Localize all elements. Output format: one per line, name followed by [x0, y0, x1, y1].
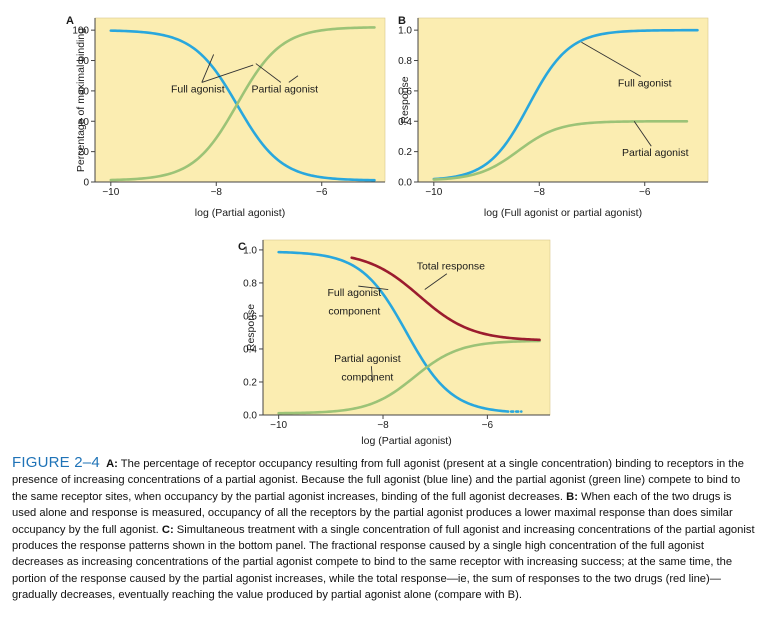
panel-c-x-tick-label: −8	[377, 420, 389, 431]
caption-label-c: C:	[161, 523, 174, 536]
panel-a-y-tick-label: 60	[78, 86, 90, 97]
panel-c-component-annotation: component	[328, 305, 380, 317]
panel-c-full-agonist-annotation: Full agonist	[327, 287, 381, 299]
panel-a-x-tick-label: −10	[102, 187, 119, 198]
panel-c-y-tick-label: 0.8	[243, 278, 257, 289]
panel-b-y-axis-label: Response	[399, 76, 411, 123]
panel-c-letter: C	[238, 241, 246, 253]
panel-b-y-tick-label: 0.2	[398, 147, 412, 158]
caption-label-b: B:	[566, 490, 578, 503]
panel-c-partial-agonist-annotation: Partial agonist	[334, 353, 401, 365]
panel-b-y-tick-label: 0.6	[398, 86, 412, 97]
panel-c-leader-line	[424, 273, 448, 290]
panel-c-partial-agonist-component-curve	[277, 339, 541, 415]
panel-c-y-tick-label: 0.2	[243, 377, 257, 388]
panel-b-y-tick-label: 0.8	[398, 56, 412, 67]
panel-b-x-tick-label: −10	[425, 187, 442, 198]
panel-c-total-response-annotation: Total response	[417, 261, 485, 273]
caption-text-a: The percentage of receptor occupancy res…	[12, 458, 744, 503]
panel-a-leader-line	[288, 75, 299, 83]
panel-a-leader-line	[201, 54, 215, 83]
panel-b-partial-agonist-curve	[432, 119, 689, 181]
panel-a-x-tick-label: −8	[211, 187, 223, 198]
panel-a-leader-line	[255, 63, 282, 83]
panel-c-leader-line	[358, 285, 389, 290]
panel-b-leader-line	[581, 41, 641, 77]
figure-2-4: A 0 20 40 60 80 100 −10 −8 −6 log (Partial agonist…	[66, 15, 709, 447]
panel-b-full-agonist-curve	[432, 28, 699, 181]
panel-a-y-tick-label: 40	[78, 117, 90, 128]
panel-b-letter: B	[398, 15, 406, 27]
panel-a-y-tick-label: 80	[78, 56, 90, 67]
panel-a-partial-agonist-annotation: Partial agonist	[252, 83, 319, 95]
panel-a-x-axis-label: log (Partial agonist)	[195, 207, 285, 219]
panel-b-x-axis-label: log (Full agonist or partial agonist)	[484, 207, 642, 219]
panel-b-x-tick-label: −8	[534, 187, 546, 198]
panel-a-y-axis-label: Percentage of maximal binding	[75, 28, 87, 172]
panel-a-y-tick-label: 20	[78, 147, 90, 158]
panel-b-full-agonist-annotation: Full agonist	[618, 77, 672, 89]
panel-c-full-agonist-component-curve	[277, 250, 510, 413]
panel-c-leader-line	[370, 366, 374, 383]
panel-b-partial-agonist-annotation: Partial agonist	[622, 147, 689, 159]
panel-c-y-tick-label: 0.4	[243, 344, 257, 355]
panel-a-full-agonist-annotation: Full agonist	[171, 83, 225, 95]
panel-a-partial-agonist-curve	[109, 26, 376, 182]
panel-c-y-tick-label: 0.6	[243, 311, 257, 322]
panel-c-x-tick-label: −6	[482, 420, 494, 431]
panel-c-plot-area	[262, 239, 551, 416]
caption-text-c: Simultaneous treatment with a single con…	[12, 523, 755, 602]
panel-c-y-tick-label: 0.0	[243, 411, 257, 422]
panel-b-plot-area	[417, 17, 709, 183]
panel-c-x-tick-label: −10	[270, 420, 287, 431]
panel-a-leader-line	[201, 64, 254, 83]
panel-c-component-annotation: component	[341, 371, 393, 383]
panel-a-full-agonist-curve	[109, 29, 376, 182]
panel-c-y-axis-label: Response	[245, 304, 257, 351]
panel-b-y-tick-label: 1.0	[398, 26, 412, 37]
panel-b-x-tick-label: −6	[639, 187, 651, 198]
figure-caption: FIGURE 2–4 A: The percentage of receptor…	[12, 454, 757, 604]
caption-heading: FIGURE 2–4	[12, 454, 100, 471]
caption-text-b: When each of the two drugs is used alone…	[12, 490, 733, 536]
panel-c-total-response-curve	[350, 256, 541, 342]
panel-a-letter: A	[66, 15, 74, 27]
panel-a-x-tick-label: −6	[316, 187, 328, 198]
panel-c-y-tick-label: 1.0	[243, 245, 257, 256]
panel-b-y-tick-label: 0.4	[398, 117, 412, 128]
panel-c-x-axis-label: log (Partial agonist)	[361, 435, 451, 447]
caption-label-a: A:	[106, 458, 118, 470]
panel-b-leader-line	[633, 121, 652, 147]
panel-b-y-tick-label: 0.0	[398, 178, 412, 189]
panel-a-y-tick-label: 100	[72, 26, 89, 37]
panel-a-y-tick-label: 0	[83, 178, 89, 189]
